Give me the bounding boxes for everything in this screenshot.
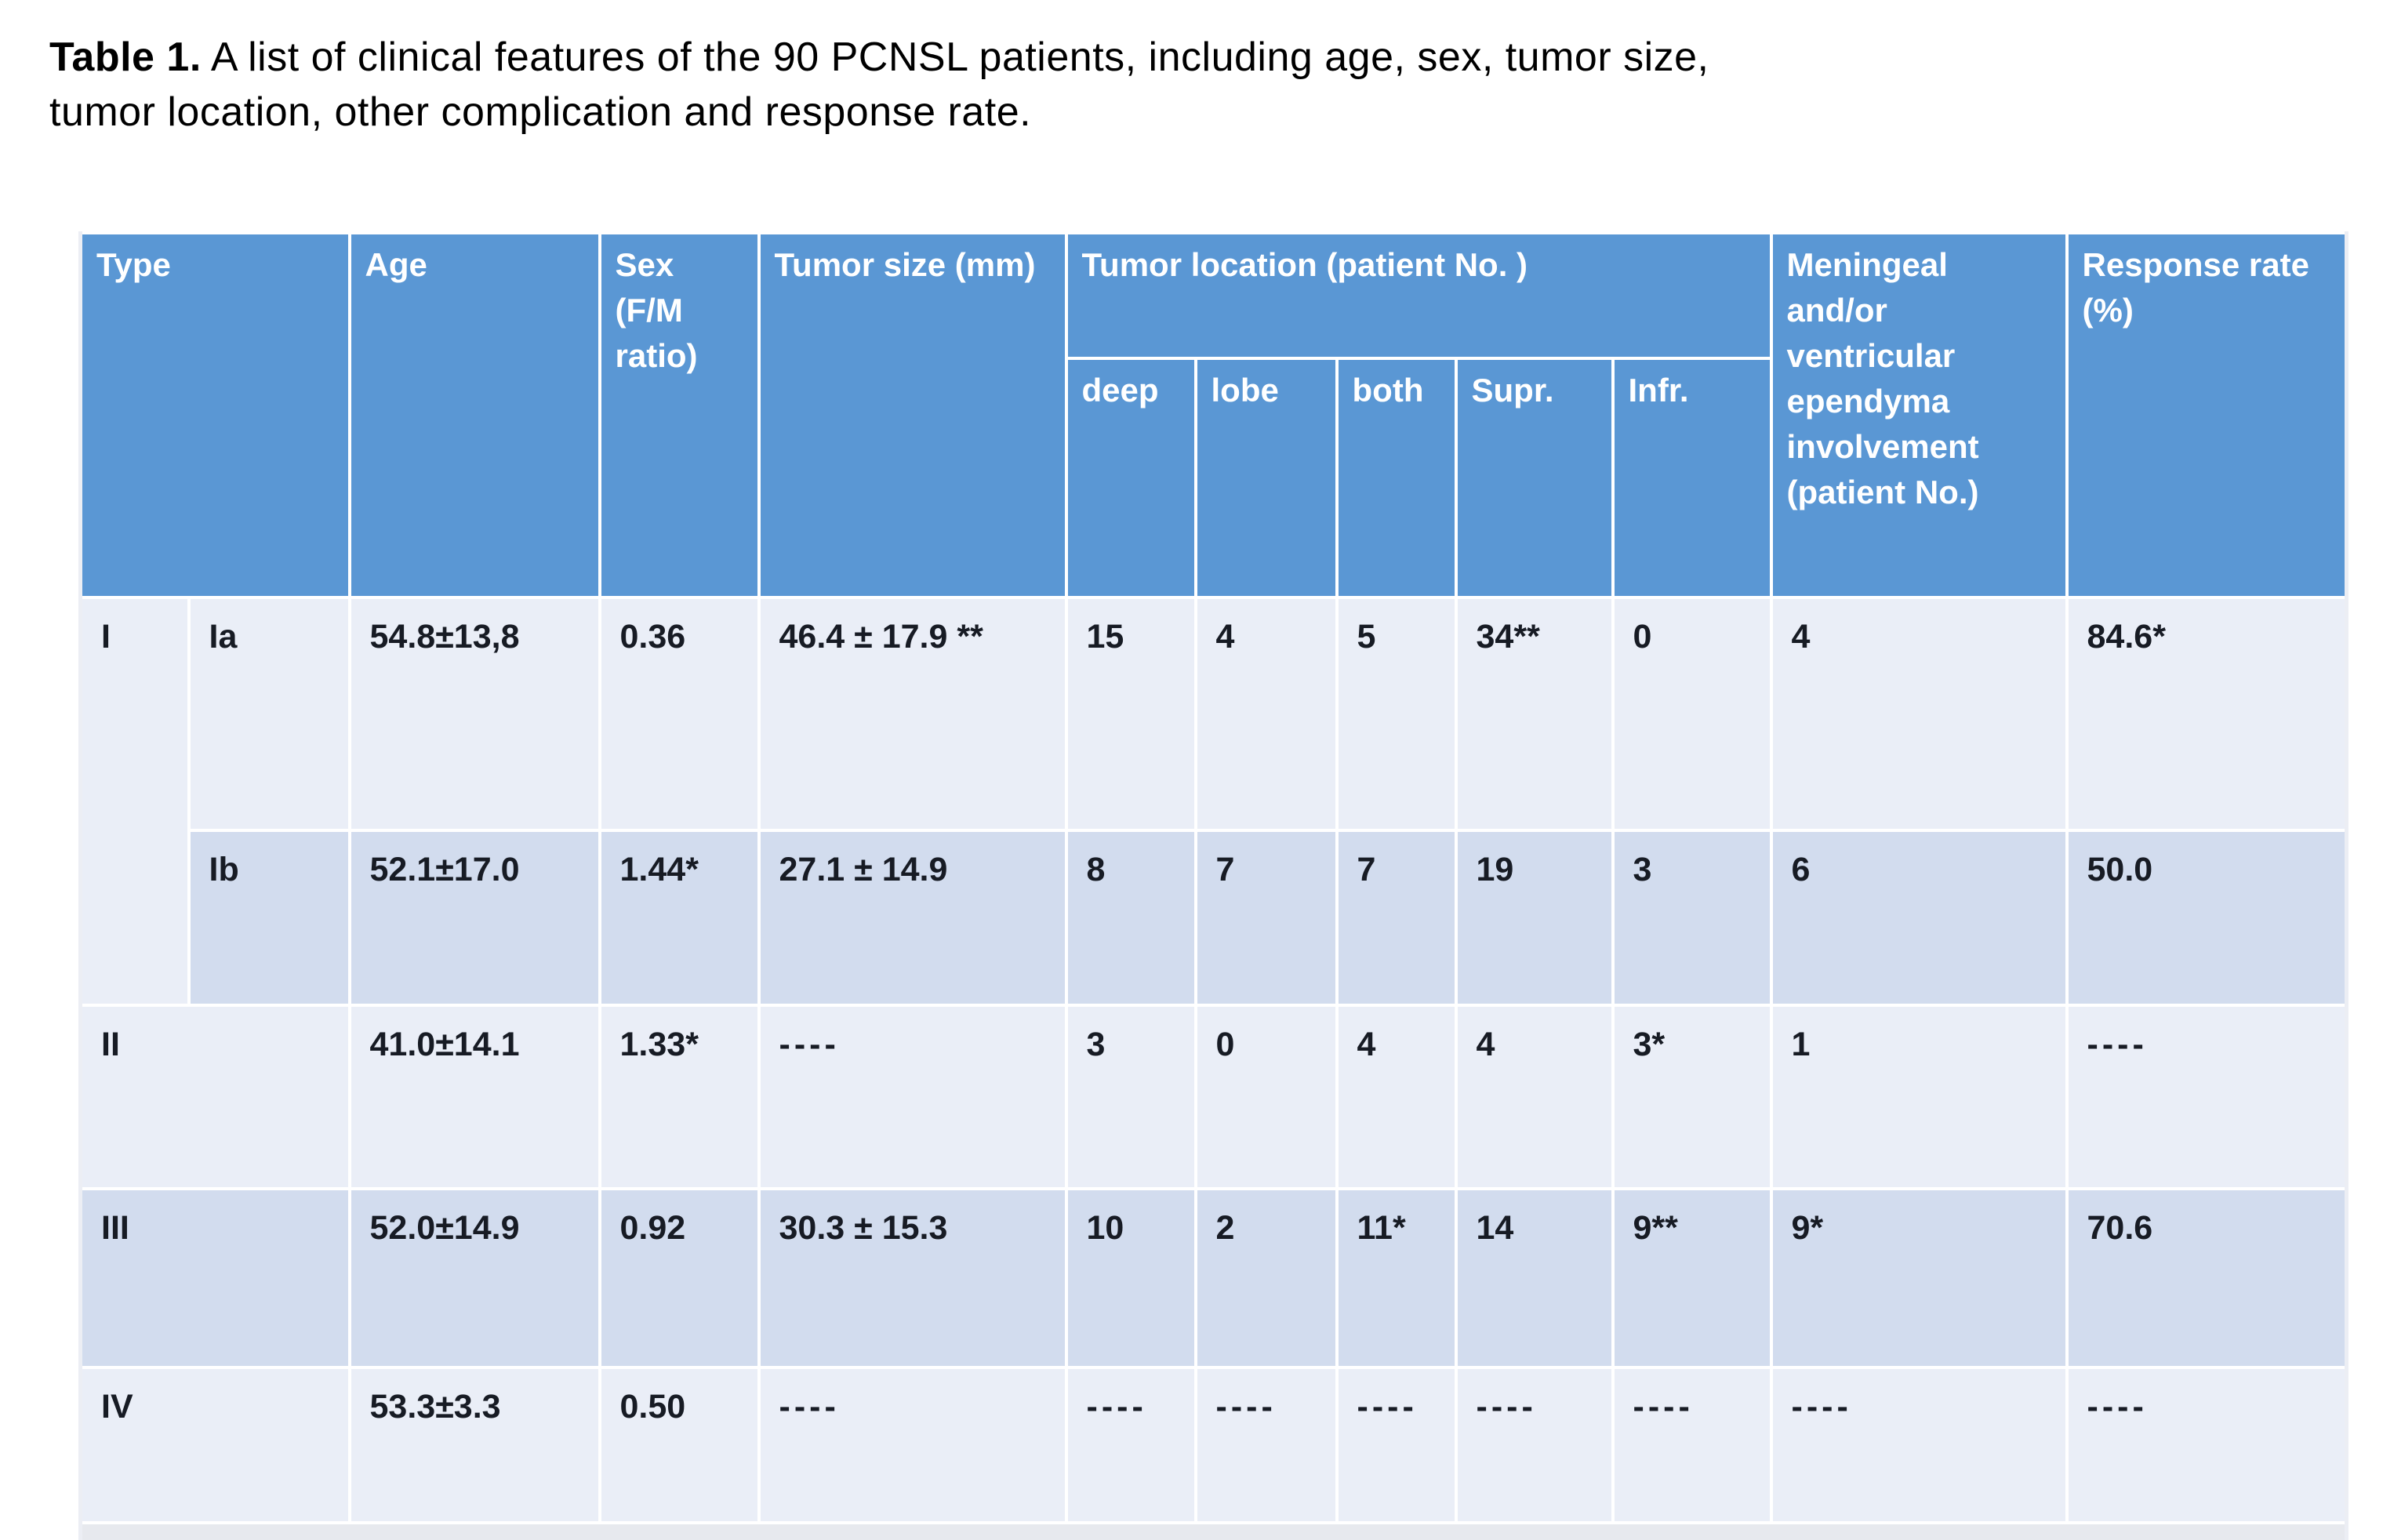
cell-ii-sex: 1.33*	[598, 1004, 761, 1190]
cell-ii-age: 41.0±14.1	[347, 1004, 601, 1190]
cell-ib-subtype: Ib	[187, 829, 351, 1007]
table-caption: Table 1. A list of clinical features of …	[49, 30, 2363, 140]
cell-iv-tumor-size: ----	[757, 1366, 1068, 1524]
table-row-ia: I Ia 54.8±13,8 0.36 46.4 ± 17.9 ** 15 4 …	[78, 596, 2348, 1007]
cell-iv-meningeal: ----	[1769, 1366, 2069, 1524]
cell-iv-sex: 0.50	[598, 1366, 761, 1524]
cell-ib-deep: 8	[1064, 829, 1197, 1007]
subcol-header-infr: Infr.	[1611, 357, 1773, 599]
header-row-2: deep lobe both Supr. Infr.	[81, 357, 2347, 599]
cell-ia-tumor-size: 46.4 ± 17.9 **	[757, 596, 1068, 832]
col-header-tumor-size: Tumor size (mm)	[757, 231, 1068, 599]
table-row-iv: IV 53.3±3.3 0.50 ---- ---- ---- ---- ---…	[78, 1366, 2348, 1524]
col-header-response: Response rate (%)	[2065, 231, 2348, 599]
cell-ii-meningeal: 1	[1769, 1004, 2069, 1190]
col-header-age: Age	[347, 231, 601, 599]
cell-iii-age: 52.0±14.9	[347, 1187, 601, 1369]
cell-ii-response: ----	[2065, 1004, 2348, 1190]
table-row-ii: II 41.0±14.1 1.33* ---- 3 0 4 4 3* 1 ---…	[78, 1004, 2348, 1190]
cell-ia-meningeal: 4	[1769, 596, 2069, 832]
cell-iii-supr: 14	[1454, 1187, 1615, 1369]
caption-text-line2: tumor location, other complication and r…	[49, 89, 1032, 135]
cell-iv-infr: ----	[1611, 1366, 1773, 1524]
cell-ib-age: 52.1±17.0	[347, 829, 601, 1007]
subcol-header-lobe: lobe	[1193, 357, 1339, 599]
cell-iv-response: ----	[2065, 1366, 2348, 1524]
cell-ia-supr: 34**	[1454, 596, 1615, 832]
cell-iii-response: 70.6	[2065, 1187, 2348, 1369]
cell-ia-subtype: Ia	[187, 596, 351, 832]
cell-iv-supr: ----	[1454, 1366, 1615, 1524]
cell-ib-meningeal: 6	[1769, 829, 2069, 1007]
caption-label: Table 1.	[49, 35, 202, 80]
cell-ia-age: 54.8±13,8	[347, 596, 601, 832]
cell-ia-both: 5	[1335, 596, 1458, 832]
cell-iii-meningeal: 9*	[1769, 1187, 2069, 1369]
cell-iii-tumor-size: 30.3 ± 15.3	[757, 1187, 1068, 1369]
cell-ii-tumor-size: ----	[757, 1004, 1068, 1190]
subcol-header-deep: deep	[1064, 357, 1197, 599]
cell-iv-type: IV	[78, 1366, 351, 1524]
cell-ii-lobe: 0	[1193, 1004, 1339, 1190]
col-header-type: Type	[78, 231, 351, 599]
cell-ib-lobe: 7	[1193, 829, 1339, 1007]
cell-ii-supr: 4	[1454, 1004, 1615, 1190]
cell-iii-infr: 9**	[1611, 1187, 1773, 1369]
table-bottom-strip-cell	[78, 1521, 2348, 1540]
table-bottom-strip	[78, 1521, 2348, 1540]
cell-iii-sex: 0.92	[598, 1187, 761, 1369]
cell-iii-both: 11*	[1335, 1187, 1458, 1369]
subcol-header-both: both	[1335, 357, 1458, 599]
col-header-meningeal: Meningeal and/or ventricular ependyma in…	[1769, 231, 2069, 599]
cell-ia-sex: 0.36	[598, 596, 761, 832]
cell-ib-sex: 1.44*	[598, 829, 761, 1007]
cell-iii-type: III	[78, 1187, 351, 1369]
cell-iii-deep: 10	[1064, 1187, 1197, 1369]
cell-ii-infr: 3*	[1611, 1004, 1773, 1190]
cell-ia-deep: 15	[1064, 596, 1197, 832]
cell-ib-infr: 3	[1611, 829, 1773, 1007]
cell-ia-response: 84.6*	[2065, 596, 2348, 832]
cell-ib-both: 7	[1335, 829, 1458, 1007]
cell-iv-lobe: ----	[1193, 1366, 1339, 1524]
cell-ib-response: 50.0	[2065, 829, 2348, 1007]
cell-type-i: I	[78, 596, 191, 1007]
col-header-sex: Sex (F/M ratio)	[598, 231, 761, 599]
cell-iii-lobe: 2	[1193, 1187, 1339, 1369]
cell-iv-age: 53.3±3.3	[347, 1366, 601, 1524]
caption-text-line1: A list of clinical features of the 90 PC…	[201, 35, 1709, 80]
cell-ii-both: 4	[1335, 1004, 1458, 1190]
cell-iv-both: ----	[1335, 1366, 1458, 1524]
cell-ib-tumor-size: 27.1 ± 14.9	[757, 829, 1068, 1007]
cell-ib-supr: 19	[1454, 829, 1615, 1007]
col-header-tumor-location-group: Tumor location (patient No. )	[1064, 231, 1773, 360]
cell-ia-lobe: 4	[1193, 596, 1339, 832]
cell-ii-type: II	[78, 1004, 351, 1190]
table-row-ib: Ib 52.1±17.0 1.44* 27.1 ± 14.9 8 7 7 19 …	[81, 829, 2348, 1007]
table-row-iii: III 52.0±14.9 0.92 30.3 ± 15.3 10 2 11* …	[78, 1187, 2348, 1369]
cell-iv-deep: ----	[1064, 1366, 1197, 1524]
subcol-header-supr: Supr.	[1454, 357, 1615, 599]
cell-ii-deep: 3	[1064, 1004, 1197, 1190]
header-row-1: Type Age Sex (F/M ratio) Tumor size (mm)…	[78, 231, 2348, 599]
cell-ia-infr: 0	[1611, 596, 1773, 832]
clinical-features-table: Type Age Sex (F/M ratio) Tumor size (mm)…	[78, 231, 2349, 1540]
